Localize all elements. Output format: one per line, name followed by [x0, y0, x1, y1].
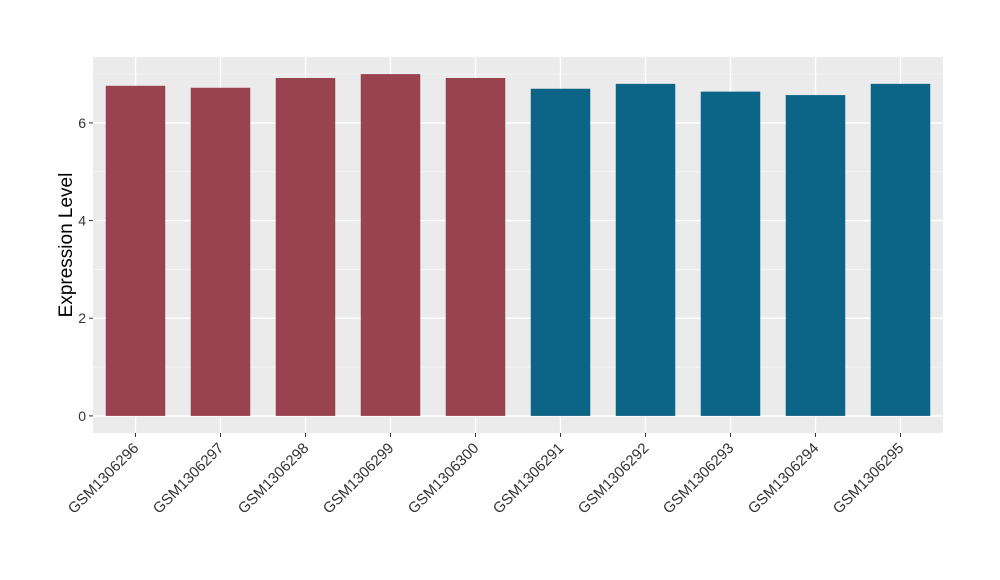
bar — [700, 91, 761, 416]
x-tick-label: GSM1306294 — [745, 440, 822, 517]
bar — [445, 77, 506, 416]
y-axis-title: Expression Level — [56, 173, 77, 318]
x-tick-label: GSM1306300 — [405, 440, 482, 517]
y-tick-label: 0 — [78, 408, 86, 424]
bar — [275, 77, 336, 416]
x-tick-label: GSM1306299 — [320, 440, 397, 517]
x-tick-label: GSM1306291 — [490, 440, 567, 517]
x-tick-label: GSM1306295 — [830, 440, 907, 517]
bar — [360, 74, 421, 416]
x-tick-label: GSM1306297 — [150, 440, 227, 517]
y-tick-label: 4 — [78, 213, 86, 229]
bar — [785, 95, 846, 416]
bar — [190, 87, 251, 416]
y-tick-label: 2 — [78, 310, 86, 326]
x-tick-label: GSM1306298 — [235, 440, 312, 517]
bar — [105, 85, 166, 416]
bar — [530, 88, 591, 416]
x-tick-label: GSM1306293 — [660, 440, 737, 517]
x-tick-label: GSM1306292 — [575, 440, 652, 517]
bar — [870, 83, 931, 416]
x-tick-label: GSM1306296 — [65, 440, 142, 517]
bar — [615, 83, 676, 416]
y-tick-label: 6 — [78, 115, 86, 131]
